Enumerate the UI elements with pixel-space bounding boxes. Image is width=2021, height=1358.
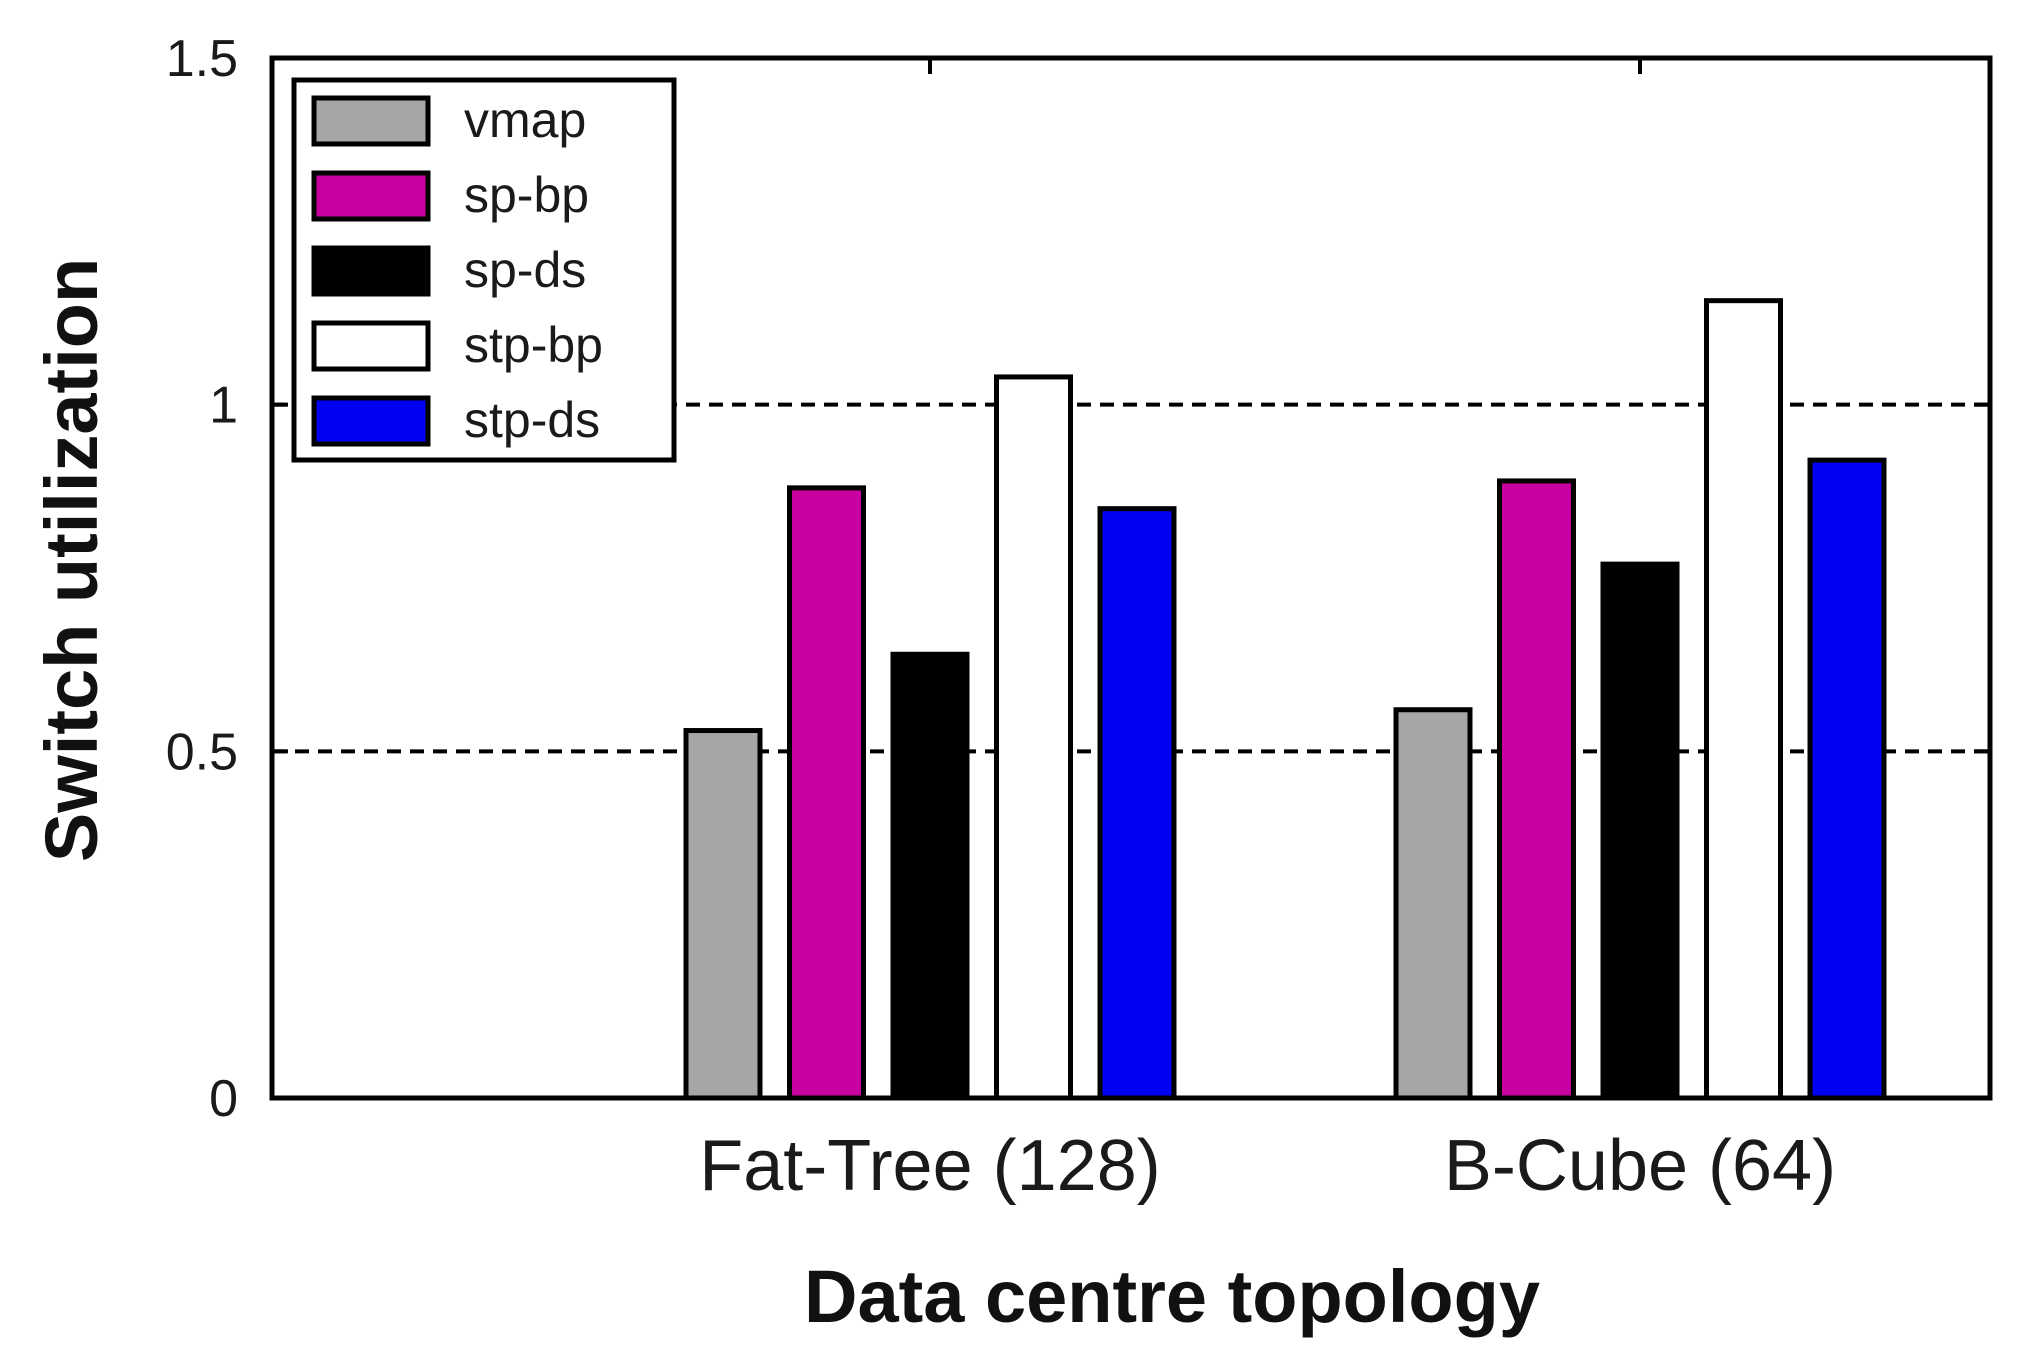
x-category-labels: Fat-Tree (128) B-Cube (64)	[699, 58, 1836, 1206]
bar-vmap	[683, 728, 763, 1101]
bar-stp-ds	[1807, 457, 1887, 1101]
bar-sp-ds	[890, 651, 970, 1101]
bars	[683, 298, 1887, 1101]
legend-swatch-stp-bp	[311, 320, 431, 372]
legend-label: sp-ds	[464, 242, 586, 298]
legend-label: sp-bp	[464, 167, 589, 223]
y-ticks: 0 0.5 1 1.5	[166, 30, 1990, 1128]
y-tick-label: 0	[209, 1070, 238, 1128]
legend-swatch-stp-ds	[311, 395, 431, 447]
bar-sp-bp	[787, 485, 866, 1101]
bar-stp-bp	[994, 374, 1073, 1101]
legend-label: stp-ds	[464, 392, 600, 448]
x-category-label: Fat-Tree (128)	[699, 1126, 1160, 1206]
legend-swatch-sp-ds	[311, 245, 431, 297]
y-tick-label: 0.5	[166, 723, 238, 781]
x-axis-title: Data centre topology	[804, 1255, 1540, 1338]
bar-sp-ds	[1600, 561, 1680, 1101]
bar-stp-ds	[1097, 506, 1177, 1101]
legend: vmap sp-bp sp-ds stp-bp stp-ds	[291, 77, 677, 463]
bar-stp-bp	[1704, 298, 1783, 1101]
legend-label: vmap	[464, 92, 586, 148]
plot-frame	[269, 55, 1993, 1101]
y-axis-title: Switch utilization	[30, 258, 113, 862]
legend-swatch-vmap	[311, 95, 431, 147]
bar-sp-bp	[1497, 478, 1576, 1101]
bar-vmap	[1393, 707, 1473, 1101]
legend-label: stp-bp	[464, 317, 603, 373]
y-tick-label: 1.5	[166, 30, 238, 88]
y-tick-label: 1	[209, 377, 238, 435]
legend-swatch-sp-bp	[311, 170, 431, 222]
x-category-label: B-Cube (64)	[1444, 1126, 1836, 1206]
